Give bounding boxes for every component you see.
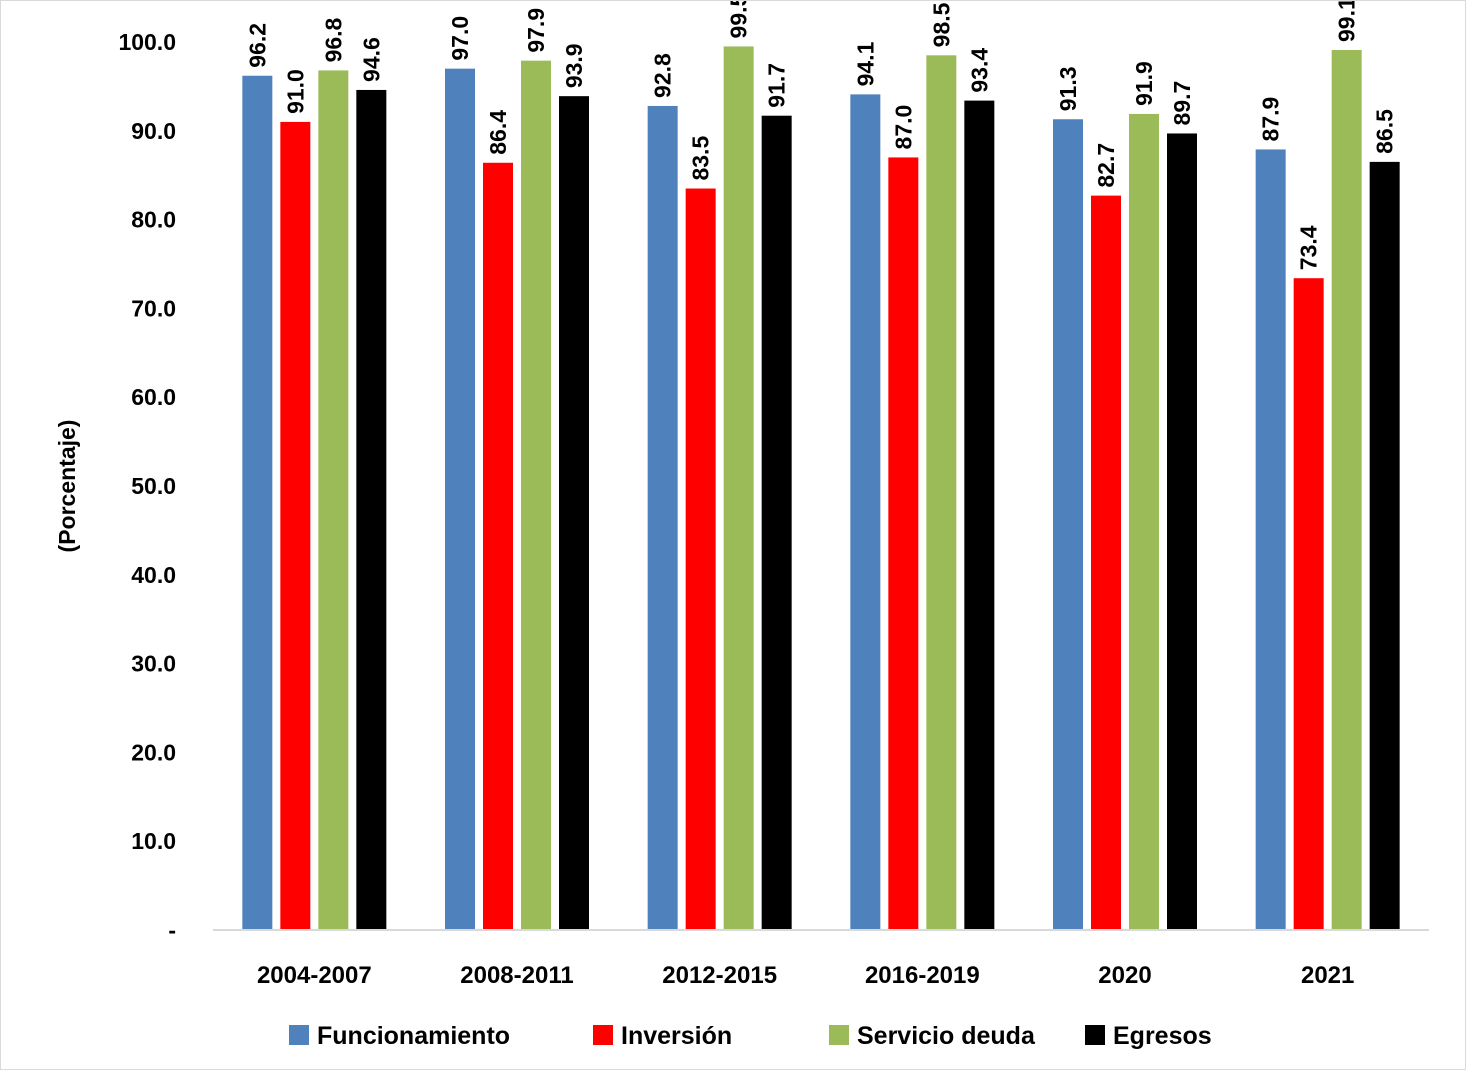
data-label: 91.7 — [764, 63, 790, 108]
bar-2-5 — [1331, 49, 1362, 930]
data-label: 99.5 — [726, 1, 752, 38]
data-label: 87.0 — [890, 105, 916, 150]
bar-0-0 — [242, 75, 273, 930]
y-tick-label: 80.0 — [131, 207, 176, 233]
data-label: 93.4 — [966, 48, 992, 93]
data-label: 96.8 — [320, 17, 346, 62]
data-label: 93.9 — [561, 43, 587, 88]
bar-0-4 — [1053, 119, 1083, 931]
data-label: 94.6 — [358, 37, 384, 82]
legend-swatch — [289, 1025, 309, 1045]
bar-0-1 — [445, 68, 475, 930]
bar-1-0 — [280, 121, 311, 931]
y-tick-label: 50.0 — [131, 473, 176, 499]
x-tick-label: 2016-2019 — [865, 962, 980, 989]
x-tick-label: 2020 — [1098, 962, 1151, 989]
data-label: 83.5 — [688, 136, 714, 181]
data-label: 73.4 — [1296, 225, 1322, 270]
bar-3-2 — [761, 115, 792, 931]
bar-1-1 — [483, 162, 513, 930]
bar-0-3 — [850, 94, 881, 931]
y-axis-title: (Porcentaje) — [54, 420, 80, 553]
legend-swatch — [593, 1025, 613, 1045]
bar-2-1 — [521, 60, 551, 930]
y-tick-label: 40.0 — [131, 562, 176, 588]
data-label: 82.7 — [1093, 143, 1119, 188]
bar-1-2 — [685, 188, 716, 930]
data-label: 97.9 — [523, 8, 549, 53]
y-tick-label: - — [168, 917, 176, 943]
legend: Funcionamiento Inversión Servicio deuda Egr… — [289, 1022, 1212, 1050]
x-axis-category-labels: 2004-2007 2008-2011 2012-2015 2016-2019 2020… — [257, 962, 1354, 989]
legend-label: Servicio deuda — [857, 1022, 1036, 1050]
bar-1-4 — [1091, 195, 1121, 930]
y-axis-title-group: (Porcentaje) — [54, 420, 80, 553]
bar-0-2 — [647, 105, 678, 931]
legend-label: Funcionamiento — [317, 1022, 510, 1050]
bar-2-0 — [318, 70, 349, 930]
y-tick-label: 70.0 — [131, 295, 176, 321]
data-label: 91.0 — [282, 69, 308, 114]
data-label: 97.0 — [447, 16, 473, 61]
bar-2-2 — [723, 46, 754, 930]
data-labels: 96.2 91.0 96.8 94.6 97.0 86.4 97.9 93.9 92.8 83.5… — [244, 1, 1397, 270]
data-label: 99.1 — [1334, 1, 1360, 42]
legend-label: Inversión — [621, 1022, 732, 1050]
bar-3-4 — [1167, 133, 1197, 931]
bar-3-5 — [1369, 161, 1400, 930]
bar-0-5 — [1255, 149, 1286, 930]
legend-label: Egresos — [1113, 1022, 1212, 1050]
x-tick-label: 2021 — [1301, 962, 1354, 989]
data-label: 87.9 — [1258, 97, 1284, 142]
legend-swatch — [1085, 1025, 1105, 1045]
y-axis-tick-labels: - 10.0 20.0 30.0 40.0 50.0 60.0 70.0 80.0 90.0 100… — [118, 29, 176, 943]
legend-swatch — [829, 1025, 849, 1045]
bar-3-0 — [356, 89, 387, 930]
y-tick-label: 20.0 — [131, 739, 176, 765]
x-tick-label: 2008-2011 — [460, 962, 573, 989]
y-tick-label: 100.0 — [118, 29, 176, 55]
data-label: 96.2 — [244, 23, 270, 68]
bar-series — [242, 46, 1400, 931]
data-label: 86.5 — [1372, 109, 1398, 154]
y-tick-label: 60.0 — [131, 384, 176, 410]
bar-2-3 — [926, 55, 957, 930]
bar-3-3 — [964, 100, 995, 930]
y-tick-label: 30.0 — [131, 651, 176, 677]
x-tick-label: 2004-2007 — [257, 962, 372, 989]
data-label: 89.7 — [1169, 81, 1195, 126]
y-tick-label: 90.0 — [131, 118, 176, 144]
data-label: 91.9 — [1131, 61, 1157, 106]
y-tick-label: 10.0 — [131, 828, 176, 854]
data-label: 86.4 — [485, 110, 511, 155]
data-label: 94.1 — [852, 41, 878, 86]
data-label: 98.5 — [928, 2, 954, 47]
bar-3-1 — [559, 96, 589, 931]
x-tick-label: 2012-2015 — [662, 962, 777, 989]
data-label: 92.8 — [650, 53, 676, 98]
data-label: 91.3 — [1055, 66, 1081, 111]
bar-2-4 — [1129, 113, 1159, 931]
bar-1-3 — [888, 157, 919, 930]
bar-1-5 — [1293, 278, 1324, 930]
